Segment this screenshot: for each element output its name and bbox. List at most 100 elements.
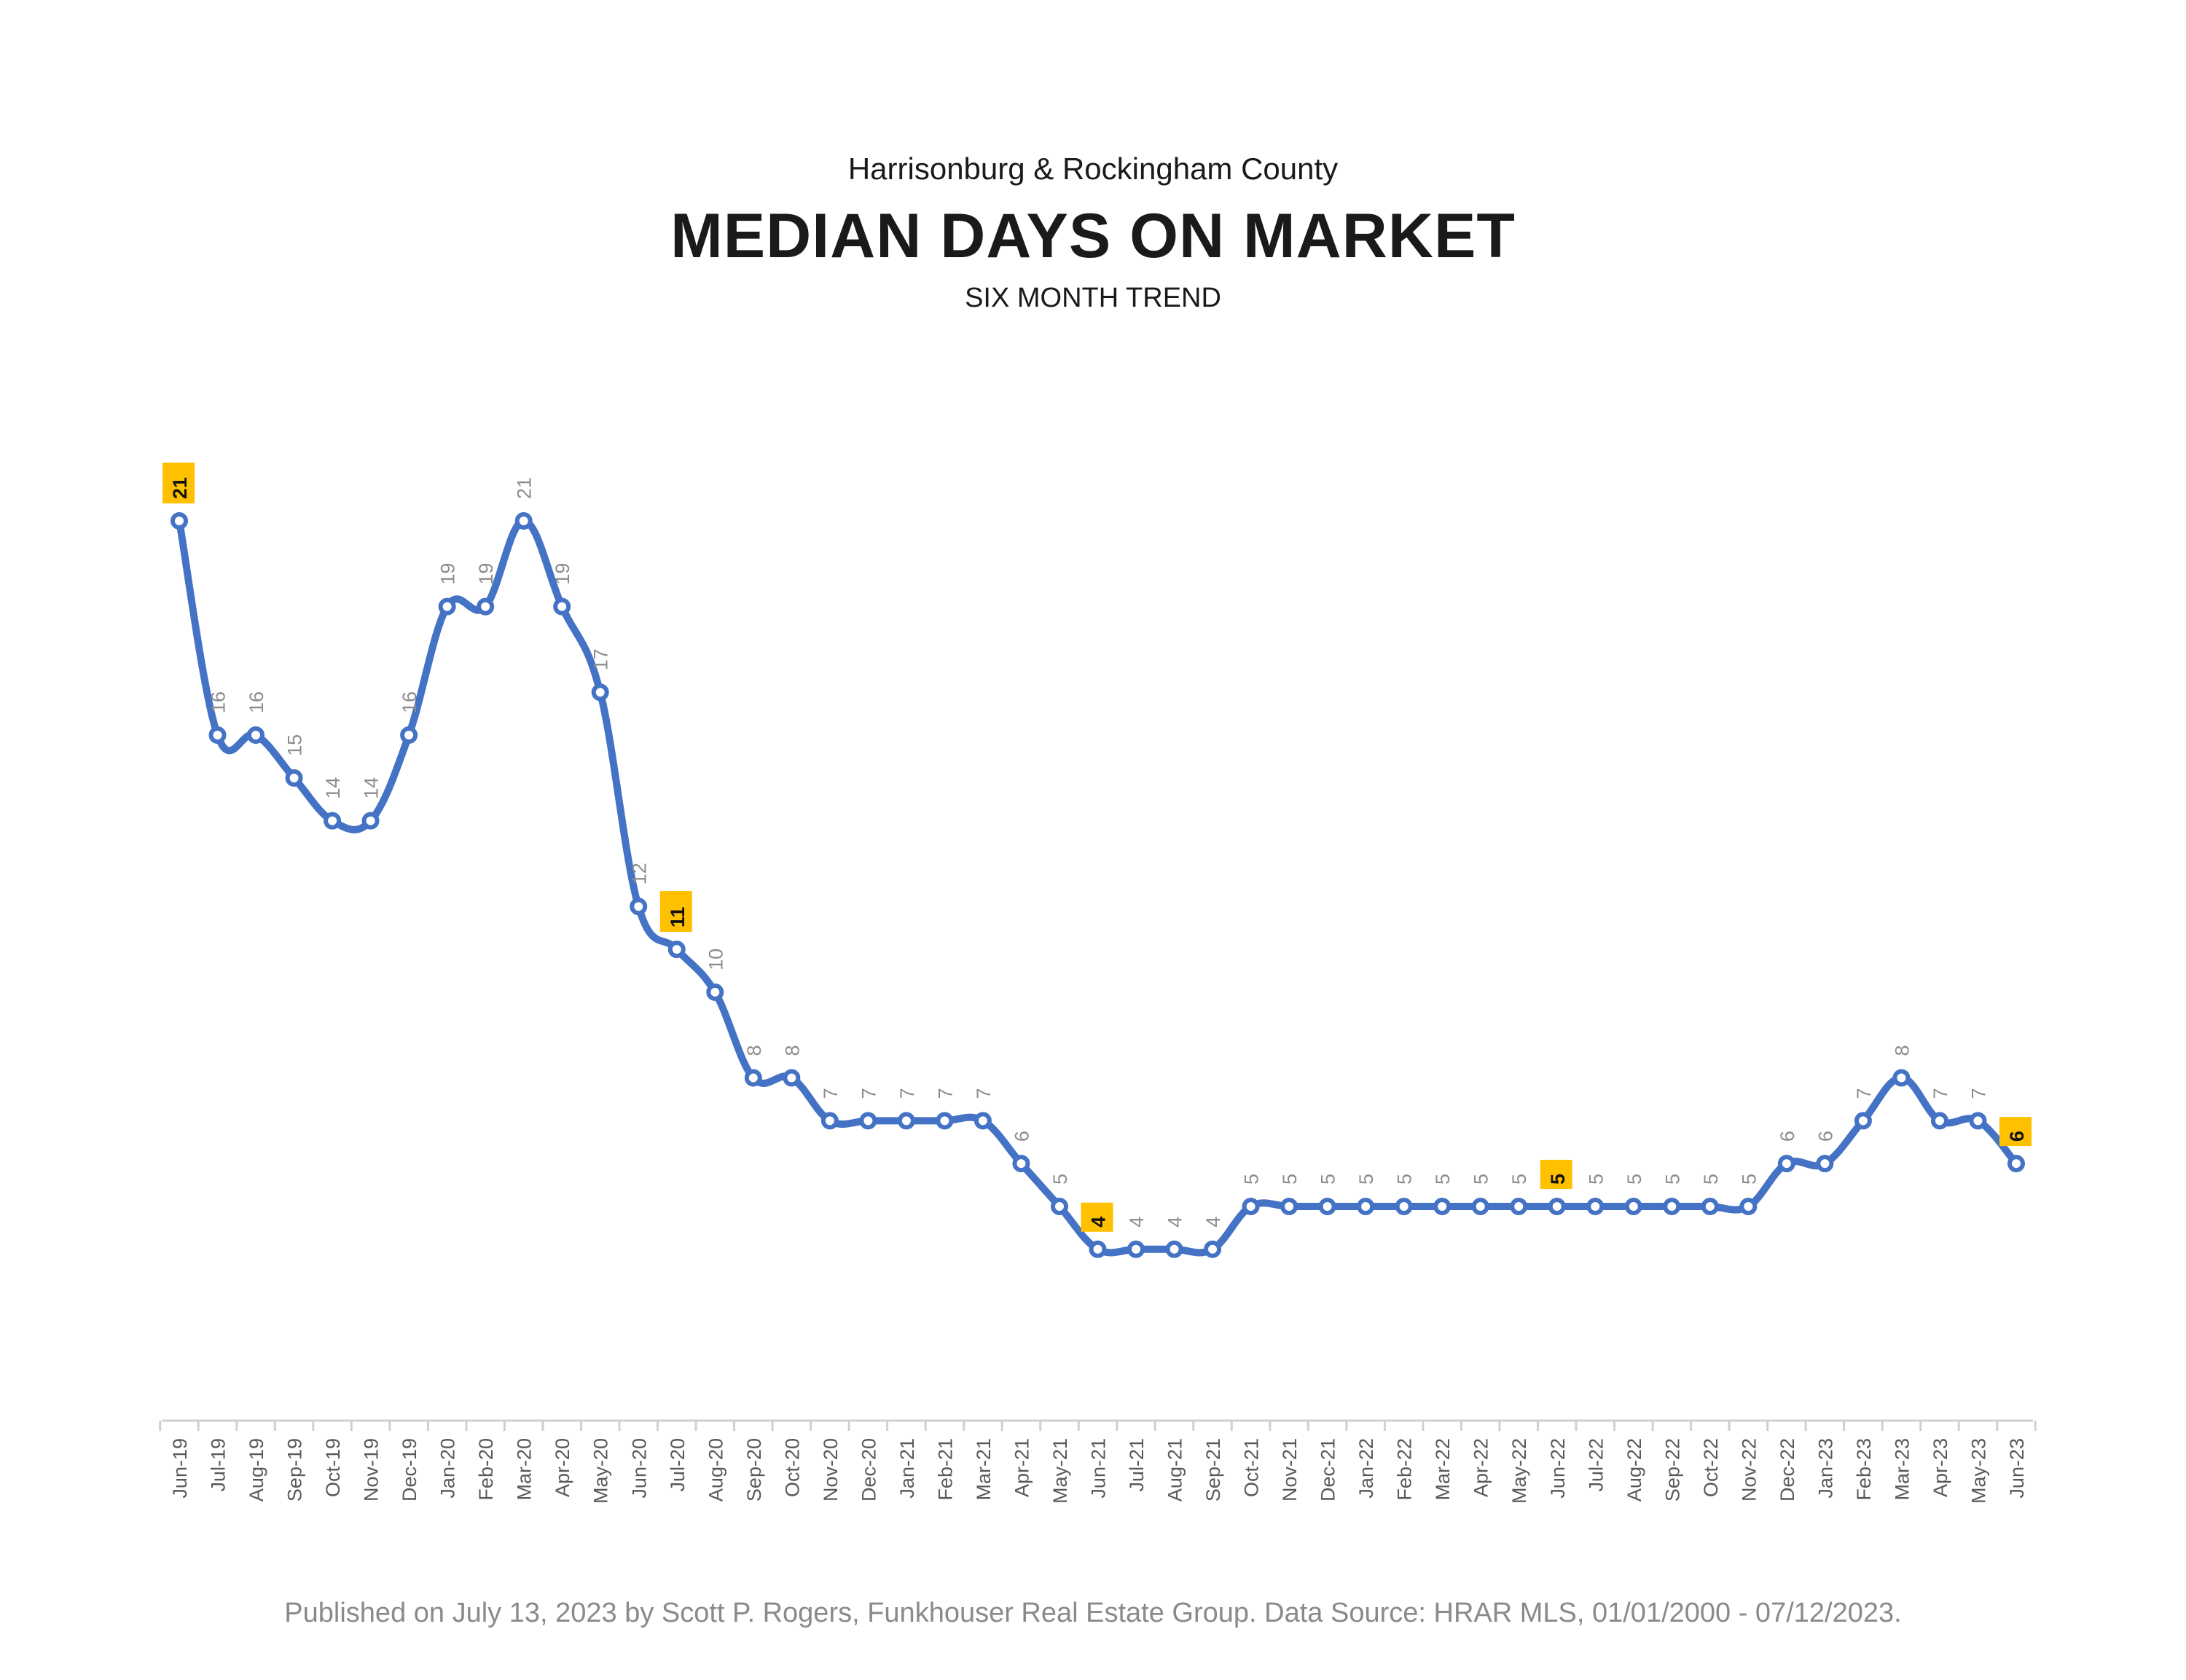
data-label-text: 5: [1547, 1174, 1569, 1185]
data-label: 19: [475, 563, 497, 585]
data-label-text: 6: [1011, 1131, 1033, 1142]
data-point: [706, 983, 724, 1001]
data-label-text: 19: [552, 563, 573, 585]
data-point: [1357, 1197, 1375, 1215]
data-label: 5: [1241, 1174, 1263, 1185]
data-label-text: 8: [743, 1045, 765, 1056]
data-label-text: 16: [246, 691, 267, 713]
highlight-data-label: 5: [1540, 1159, 1572, 1189]
data-label: 14: [361, 777, 383, 799]
data-label: 15: [284, 734, 306, 756]
data-label: 6: [1814, 1131, 1836, 1142]
data-label: 16: [399, 691, 420, 713]
data-label-text: 5: [1470, 1174, 1492, 1185]
x-tick-label: Nov-22: [1738, 1438, 1760, 1502]
data-point: [1471, 1197, 1489, 1215]
x-tick-label: Jul-19: [208, 1438, 230, 1492]
data-label-text: 8: [781, 1045, 803, 1056]
data-label-text: 4: [1164, 1217, 1186, 1228]
data-point: [1892, 1069, 1911, 1087]
x-tick-label: Aug-20: [705, 1438, 726, 1502]
chart-title: MEDIAN DAYS ON MARKET: [670, 201, 1516, 271]
data-label: 4: [1164, 1217, 1186, 1228]
data-label: 19: [437, 563, 459, 585]
data-label: 8: [743, 1045, 765, 1056]
highlight-badge: [162, 463, 195, 503]
data-label: 7: [1930, 1088, 1951, 1099]
data-label: 12: [628, 863, 650, 884]
data-point: [897, 1112, 915, 1130]
x-tick-label: Jun-23: [2006, 1438, 2028, 1499]
series-markers: [171, 512, 2025, 1258]
x-tick-label: Oct-20: [781, 1438, 803, 1497]
x-tick-label: May-22: [1508, 1438, 1530, 1504]
data-label-text: 7: [896, 1088, 918, 1099]
data-label-text: 5: [1661, 1174, 1683, 1185]
x-tick-label: Nov-21: [1279, 1438, 1301, 1502]
data-label-text: 5: [1738, 1174, 1760, 1185]
x-tick-label: Jun-22: [1547, 1438, 1569, 1499]
data-point: [820, 1112, 839, 1130]
highlight-badge: [1999, 1117, 2032, 1147]
x-tick-label: Dec-22: [1776, 1438, 1798, 1502]
data-label: 5: [1279, 1174, 1301, 1185]
data-label-text: 5: [1279, 1174, 1301, 1185]
data-label-text: 10: [705, 949, 726, 970]
data-point: [1242, 1197, 1260, 1215]
x-tick-label: Oct-21: [1241, 1438, 1263, 1497]
data-point: [1510, 1197, 1528, 1215]
data-label: 5: [1508, 1174, 1530, 1185]
data-label-text: 5: [1700, 1174, 1722, 1185]
data-point: [859, 1112, 877, 1130]
data-label: 14: [322, 777, 344, 799]
data-point: [171, 512, 188, 530]
data-point: [1280, 1197, 1298, 1215]
data-label-text: 17: [590, 648, 612, 670]
data-label-text: 6: [1776, 1131, 1798, 1142]
data-label-text: 14: [361, 777, 383, 799]
data-label-text: 6: [2006, 1131, 2028, 1142]
data-point: [400, 726, 418, 745]
x-tick-label: Feb-21: [934, 1438, 956, 1501]
data-label: 5: [1700, 1174, 1722, 1185]
data-label: 7: [896, 1088, 918, 1099]
data-label: 5: [1317, 1174, 1339, 1185]
data-point: [1624, 1197, 1642, 1215]
data-point: [1089, 1240, 1107, 1258]
data-label-text: 5: [1432, 1174, 1454, 1185]
x-tick-label: Mar-20: [514, 1438, 536, 1501]
data-point: [438, 597, 456, 616]
data-label: 5: [1585, 1174, 1607, 1185]
x-tick-label: Mar-22: [1432, 1438, 1454, 1501]
data-point: [1739, 1197, 1758, 1215]
data-label-text: 5: [1049, 1174, 1071, 1185]
data-label-text: 7: [1930, 1088, 1951, 1099]
x-tick-label: Jan-20: [437, 1438, 459, 1499]
data-label-text: 4: [1126, 1217, 1148, 1228]
data-label-text: 7: [820, 1088, 842, 1099]
data-label-text: 7: [1967, 1088, 1989, 1099]
data-point: [361, 812, 380, 830]
data-label: 8: [781, 1045, 803, 1056]
x-tick-label: Jun-20: [628, 1438, 650, 1499]
data-label: 10: [705, 949, 726, 970]
data-label-text: 14: [322, 777, 344, 799]
data-point: [630, 898, 648, 916]
data-point: [324, 812, 342, 830]
data-point: [1012, 1155, 1030, 1173]
data-label: 7: [973, 1088, 995, 1099]
data-label: 5: [1470, 1174, 1492, 1185]
data-label: 5: [1432, 1174, 1454, 1185]
chart-caption: SIX MONTH TREND: [965, 283, 1221, 313]
data-label-text: 8: [1891, 1045, 1913, 1056]
data-label-text: 7: [1853, 1088, 1875, 1099]
x-tick-label: Feb-23: [1853, 1438, 1875, 1501]
data-label-text: 12: [628, 863, 650, 884]
x-tick-label: Feb-20: [475, 1438, 497, 1501]
data-point: [1586, 1197, 1605, 1215]
data-label-text: 19: [475, 563, 497, 585]
data-point: [208, 726, 227, 745]
series-line: [176, 517, 2020, 1257]
x-tick-label: Apr-23: [1930, 1438, 1951, 1497]
data-label-text: 5: [1241, 1174, 1263, 1185]
